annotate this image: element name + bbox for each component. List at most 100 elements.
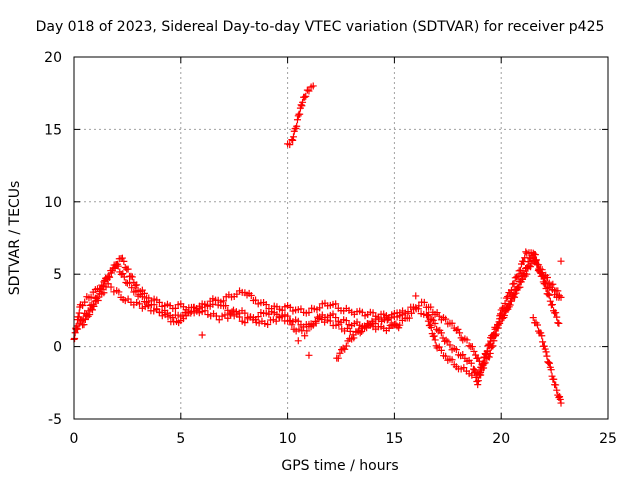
- data-point-track-e: [540, 274, 548, 282]
- data-point-track-d: [467, 359, 475, 367]
- data-point-track-e: [415, 302, 423, 310]
- data-point-track-c: [241, 309, 249, 317]
- data-point-track-f: [543, 352, 551, 360]
- data-point-track-d: [437, 329, 445, 337]
- data-point-track-a: [118, 254, 126, 262]
- data-point-track-g: [289, 133, 297, 141]
- data-point-track-c: [115, 288, 123, 296]
- data-point-track-e: [504, 293, 512, 301]
- data-point-track-a: [247, 292, 255, 300]
- data-point-track-d: [506, 301, 514, 309]
- data-point-track-d: [523, 264, 531, 272]
- data-point-track-e: [334, 354, 342, 362]
- data-point-track-b: [427, 323, 435, 331]
- data-point-track-c: [177, 317, 185, 325]
- data-point-track-b: [431, 336, 439, 344]
- data-point-track-e: [393, 313, 401, 321]
- data-point-track-e: [427, 303, 435, 311]
- data-point-track-a: [252, 296, 260, 304]
- data-point-track-e: [485, 353, 493, 361]
- data-point-track-b: [407, 309, 415, 317]
- data-point-track-e: [481, 359, 489, 367]
- data-point-track-a: [131, 282, 139, 290]
- data-point-track-b: [329, 310, 337, 318]
- data-point-track-e: [486, 349, 494, 357]
- data-point-track-e: [514, 272, 522, 280]
- grid-lines: [74, 57, 608, 419]
- data-point-track-d: [428, 315, 436, 323]
- data-point-track-e: [536, 268, 544, 276]
- data-point-track-b: [114, 262, 122, 270]
- data-point-track-h: [305, 351, 313, 359]
- data-point-track-d: [531, 251, 539, 259]
- data-point-track-d: [446, 341, 454, 349]
- data-point-track-a: [128, 273, 136, 281]
- data-point-track-e: [534, 267, 542, 275]
- data-point-track-g: [286, 141, 294, 149]
- data-point-track-d: [514, 284, 522, 292]
- data-point-track-e: [542, 278, 550, 286]
- data-point-track-g: [309, 82, 317, 90]
- x-axis-label: GPS time / hours: [281, 458, 398, 474]
- data-point-track-e: [474, 354, 482, 362]
- data-point-track-e: [448, 319, 456, 327]
- data-point-track-e: [387, 314, 395, 322]
- data-point-track-c: [335, 320, 343, 328]
- data-point-track-c: [312, 319, 320, 327]
- data-point-track-c: [192, 305, 200, 313]
- data-point-track-e: [489, 342, 497, 350]
- data-point-track-e: [532, 257, 540, 265]
- data-point-track-a: [124, 265, 132, 273]
- data-point-track-b: [126, 279, 134, 287]
- data-point-track-e: [356, 329, 364, 337]
- data-point-track-d: [474, 381, 482, 389]
- data-point-track-b: [405, 314, 413, 322]
- data-point-track-c: [303, 327, 311, 335]
- y-tick-label: 5: [53, 267, 62, 283]
- data-point-track-e: [527, 249, 535, 257]
- data-point-track-c: [136, 300, 144, 308]
- data-point-track-d: [542, 284, 550, 292]
- data-point-track-e: [463, 336, 471, 344]
- data-point-track-c: [144, 302, 152, 310]
- data-point-track-e: [548, 286, 556, 294]
- data-point-track-e: [510, 280, 518, 288]
- data-point-track-f: [556, 395, 564, 403]
- data-point-track-a: [286, 303, 294, 311]
- data-point-track-e: [378, 317, 386, 325]
- data-point-track-e: [350, 334, 358, 342]
- data-point-track-b: [113, 261, 121, 269]
- data-point-track-d: [473, 377, 481, 385]
- data-point-track-a: [120, 257, 128, 265]
- data-point-track-e: [500, 304, 508, 312]
- data-point-track-a: [262, 301, 270, 309]
- data-point-track-e: [492, 330, 500, 338]
- data-point-track-b: [554, 287, 562, 295]
- data-point-track-d: [548, 301, 556, 309]
- data-point-track-b: [448, 356, 456, 364]
- y-tick-label: 0: [53, 340, 62, 356]
- data-point-track-c: [90, 302, 98, 310]
- data-point-track-c: [80, 321, 88, 329]
- data-point-track-g: [301, 93, 309, 101]
- data-point-track-c: [395, 324, 403, 332]
- data-point-track-d: [510, 290, 518, 298]
- data-point-track-b: [212, 296, 220, 304]
- data-point-track-c: [187, 309, 195, 317]
- data-point-track-b: [423, 311, 431, 319]
- data-point-track-e: [404, 308, 412, 316]
- data-point-track-c: [224, 314, 232, 322]
- data-point-track-d: [552, 309, 560, 317]
- data-point-track-d: [513, 285, 521, 293]
- data-point-track-g: [298, 102, 306, 110]
- data-point-track-c: [227, 311, 235, 319]
- data-point-track-e: [492, 332, 500, 340]
- data-point-track-d: [452, 346, 460, 354]
- data-point-track-e: [513, 273, 521, 281]
- data-point-track-c: [278, 313, 286, 321]
- data-point-track-c: [286, 317, 294, 325]
- y-axis-label: SDTVAR / TECUs: [7, 181, 23, 296]
- data-point-track-c: [301, 332, 309, 340]
- data-point-track-e: [493, 324, 501, 332]
